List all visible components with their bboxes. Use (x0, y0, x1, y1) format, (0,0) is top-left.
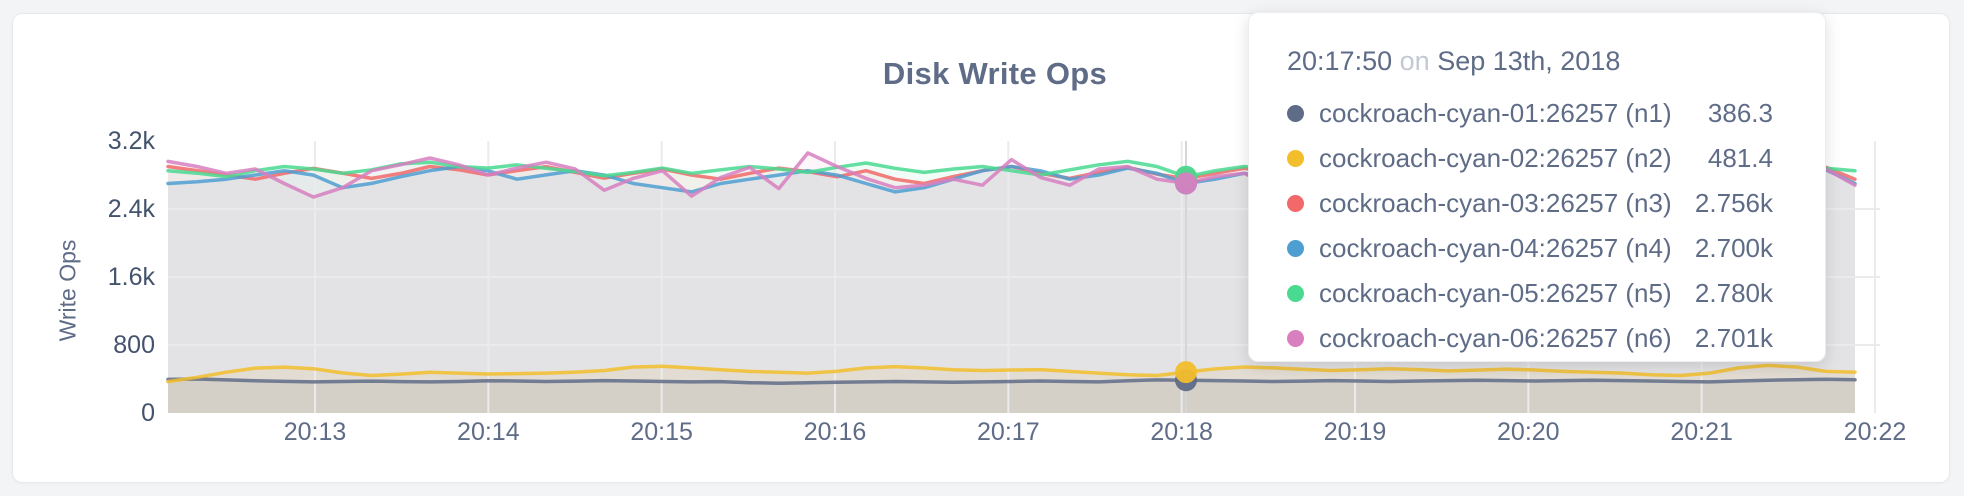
series-label: cockroach-cyan-06:26257 (n6) (1319, 323, 1672, 353)
x-tick-label: 20:17 (977, 418, 1040, 446)
x-tick-label: 20:13 (283, 418, 347, 446)
x-tick-label: 20:18 (1150, 418, 1213, 446)
y-tick-label: 1.6k (107, 263, 155, 291)
x-tick-label: 20:20 (1497, 418, 1560, 446)
series-line (166, 363, 1857, 384)
series-label: cockroach-cyan-04:26257 (n4) (1319, 233, 1672, 263)
tooltip-series-row: cockroach-cyan-02:26257 (n2) 481.4 (1287, 136, 1773, 181)
series-color-dot (1287, 330, 1304, 347)
series-value: 386.3 (1707, 98, 1773, 128)
series-value: 2.700k (1694, 233, 1773, 263)
series-value: 2.780k (1694, 278, 1773, 308)
y-tick-label: 0 (141, 399, 155, 427)
chart-title: Disk Write Ops (882, 56, 1108, 91)
tooltip-connector: on (1399, 46, 1430, 76)
series-color-dot (1287, 105, 1304, 122)
x-tick-label: 20:22 (1843, 418, 1907, 446)
series-value: 481.4 (1707, 143, 1773, 173)
series-area (168, 365, 1855, 413)
hover-point (1175, 172, 1197, 195)
tooltip-time: 20:17:50 (1287, 46, 1393, 76)
tooltip-series-list: cockroach-cyan-01:26257 (n1) 386.3 cockroa… (1287, 91, 1773, 361)
series-line (166, 377, 1857, 385)
tooltip-series-row: cockroach-cyan-05:26257 (n5) 2.780k (1287, 271, 1773, 316)
tooltip-series-row: cockroach-cyan-04:26257 (n4) 2.700k (1287, 226, 1773, 271)
series-label: cockroach-cyan-05:26257 (n5) (1319, 278, 1672, 308)
tooltip-date: Sep 13th, 2018 (1437, 46, 1621, 76)
x-tick-label: 20:14 (457, 418, 520, 446)
series-value: 2.701k (1694, 323, 1773, 353)
y-tick-label: 3.2k (107, 127, 155, 155)
x-tick-label: 20:16 (803, 418, 867, 446)
hover-tooltip: 20:17:50 on Sep 13th, 2018 cockroach-cya… (1248, 12, 1826, 362)
series-label: cockroach-cyan-02:26257 (n2) (1319, 143, 1672, 173)
y-tick-label: 2.4k (107, 195, 155, 223)
series-color-dot (1287, 240, 1304, 257)
series-label: cockroach-cyan-01:26257 (n1) (1319, 98, 1672, 128)
series-area (168, 379, 1855, 413)
hover-point (1175, 361, 1197, 384)
tooltip-series-row: cockroach-cyan-01:26257 (n1) 386.3 (1287, 91, 1773, 136)
series-label: cockroach-cyan-03:26257 (n3) (1319, 188, 1672, 218)
tooltip-timestamp: 20:17:50 on Sep 13th, 2018 (1287, 46, 1773, 77)
series-color-dot (1287, 150, 1304, 167)
series-value: 2.756k (1694, 188, 1773, 218)
x-tick-label: 20:15 (630, 418, 693, 446)
x-tick-label: 20:19 (1323, 418, 1387, 446)
tooltip-series-row: cockroach-cyan-03:26257 (n3) 2.756k (1287, 181, 1773, 226)
tooltip-series-row: cockroach-cyan-06:26257 (n6) 2.701k (1287, 316, 1773, 361)
series-color-dot (1287, 285, 1304, 302)
series-color-dot (1287, 195, 1304, 212)
x-tick-label: 20:21 (1670, 418, 1733, 446)
y-tick-label: 800 (113, 331, 155, 359)
